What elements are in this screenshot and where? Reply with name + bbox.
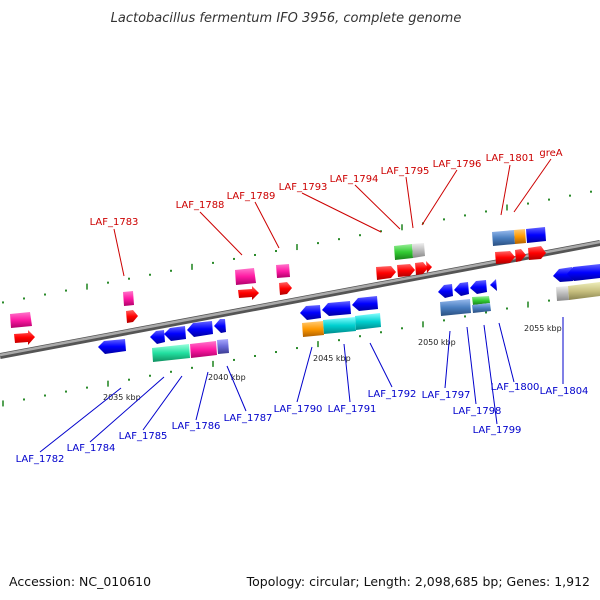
gene-label[interactable]: LAF_1793: [279, 182, 328, 193]
leader-lines-bottom: [39, 317, 564, 453]
gene-feature[interactable]: [276, 264, 290, 278]
gene-label[interactable]: LAF_1794: [330, 174, 379, 185]
gene-arrow[interactable]: [553, 267, 573, 282]
gene-label[interactable]: LAF_1799: [473, 425, 522, 436]
gene-arrow[interactable]: [415, 262, 428, 275]
gene-feature[interactable]: [472, 296, 490, 305]
scale-label-2050: 2050 kbp: [418, 338, 456, 347]
gene-labels-top: LAF_1783 LAF_1788 LAF_1789 LAF_1793 LAF_…: [90, 148, 563, 228]
scale-label-2045: 2045 kbp: [313, 354, 351, 363]
gene-feature[interactable]: [568, 282, 600, 300]
gene-label[interactable]: LAF_1797: [422, 390, 471, 401]
accession-text: Accession: NC_010610: [9, 574, 151, 589]
gene-label[interactable]: LAF_1796: [433, 159, 482, 170]
gene-arrow[interactable]: [454, 282, 469, 296]
gene-feature[interactable]: [412, 243, 425, 258]
gene-arrow[interactable]: [98, 339, 126, 354]
gene-arrow[interactable]: [438, 284, 453, 298]
gene-arrow[interactable]: [515, 249, 526, 262]
gene-arrow[interactable]: [214, 319, 226, 333]
genome-summary-text: Topology: circular; Length: 2,098,685 bp…: [246, 574, 590, 589]
gene-feature[interactable]: [217, 339, 229, 354]
map-title: Lactobacillus fermentum IFO 3956, comple…: [111, 11, 462, 26]
gene-labels-bottom: LAF_1782 LAF_1784 LAF_1785 LAF_1786 LAF_…: [16, 382, 589, 465]
gene-arrow[interactable]: [426, 261, 432, 273]
gene-label[interactable]: LAF_1782: [16, 454, 65, 465]
gene-feature[interactable]: [302, 321, 324, 337]
gene-feature[interactable]: [123, 291, 134, 306]
gene-label[interactable]: LAF_1798: [453, 406, 502, 417]
gene-feature[interactable]: [556, 286, 569, 301]
top-strand-genes: [10, 227, 546, 345]
gene-feature[interactable]: [152, 344, 190, 362]
gene-feature[interactable]: [355, 313, 381, 330]
gene-label[interactable]: LAF_1804: [540, 386, 589, 397]
gene-label[interactable]: LAF_1795: [381, 166, 430, 177]
scale-label-2055: 2055 kbp: [524, 324, 562, 333]
gene-label[interactable]: LAF_1792: [368, 389, 417, 400]
gene-label[interactable]: LAF_1801: [486, 153, 535, 164]
gene-arrow[interactable]: [495, 251, 515, 264]
gene-arrow[interactable]: [470, 280, 487, 294]
gene-feature[interactable]: [190, 341, 217, 358]
gene-arrow[interactable]: [14, 330, 35, 345]
scale-labels: 2035 kbp 2040 kbp 2045 kbp 2050 kbp 2055…: [103, 324, 562, 402]
gene-label[interactable]: LAF_1789: [227, 191, 276, 202]
gene-arrow[interactable]: [187, 321, 213, 337]
gene-feature[interactable]: [514, 229, 526, 244]
gene-feature[interactable]: [440, 299, 471, 316]
leader-lines-top: [113, 158, 552, 277]
gene-arrow[interactable]: [397, 264, 415, 277]
gene-feature[interactable]: [394, 244, 413, 260]
scale-ticks-bottom: [2, 291, 592, 407]
gene-feature[interactable]: [10, 312, 32, 328]
gene-arrow[interactable]: [376, 266, 396, 280]
gene-arrow[interactable]: [126, 310, 138, 323]
gene-arrow[interactable]: [528, 246, 546, 260]
gene-label[interactable]: LAF_1785: [119, 431, 168, 442]
gene-label[interactable]: LAF_1791: [328, 404, 377, 415]
gene-arrow[interactable]: [164, 326, 186, 341]
gene-feature[interactable]: [472, 303, 491, 313]
scale-label-2040: 2040 kbp: [208, 373, 246, 382]
gene-arrow[interactable]: [352, 296, 378, 311]
gene-label[interactable]: LAF_1787: [224, 413, 273, 424]
gene-arrow[interactable]: [322, 301, 351, 316]
gene-feature[interactable]: [323, 317, 356, 334]
gene-label[interactable]: LAF_1786: [172, 421, 221, 432]
gene-label[interactable]: LAF_1800: [491, 382, 540, 393]
gene-arrow[interactable]: [300, 305, 321, 320]
scale-label-2035: 2035 kbp: [103, 393, 141, 402]
gene-feature[interactable]: [492, 230, 515, 246]
gene-feature[interactable]: [235, 268, 256, 285]
gene-arrow[interactable]: [567, 264, 600, 281]
gene-arrow[interactable]: [526, 227, 546, 243]
bottom-strand-genes: [98, 264, 600, 362]
gene-label[interactable]: LAF_1790: [274, 404, 323, 415]
gene-arrow[interactable]: [279, 282, 292, 295]
gene-arrow[interactable]: [490, 279, 497, 291]
gene-label[interactable]: LAF_1788: [176, 200, 225, 211]
gene-arrow[interactable]: [238, 286, 259, 300]
gene-arrow[interactable]: [150, 330, 165, 344]
gene-label[interactable]: LAF_1784: [67, 443, 116, 454]
gene-label[interactable]: LAF_1783: [90, 217, 139, 228]
gene-label[interactable]: greA: [539, 148, 562, 159]
